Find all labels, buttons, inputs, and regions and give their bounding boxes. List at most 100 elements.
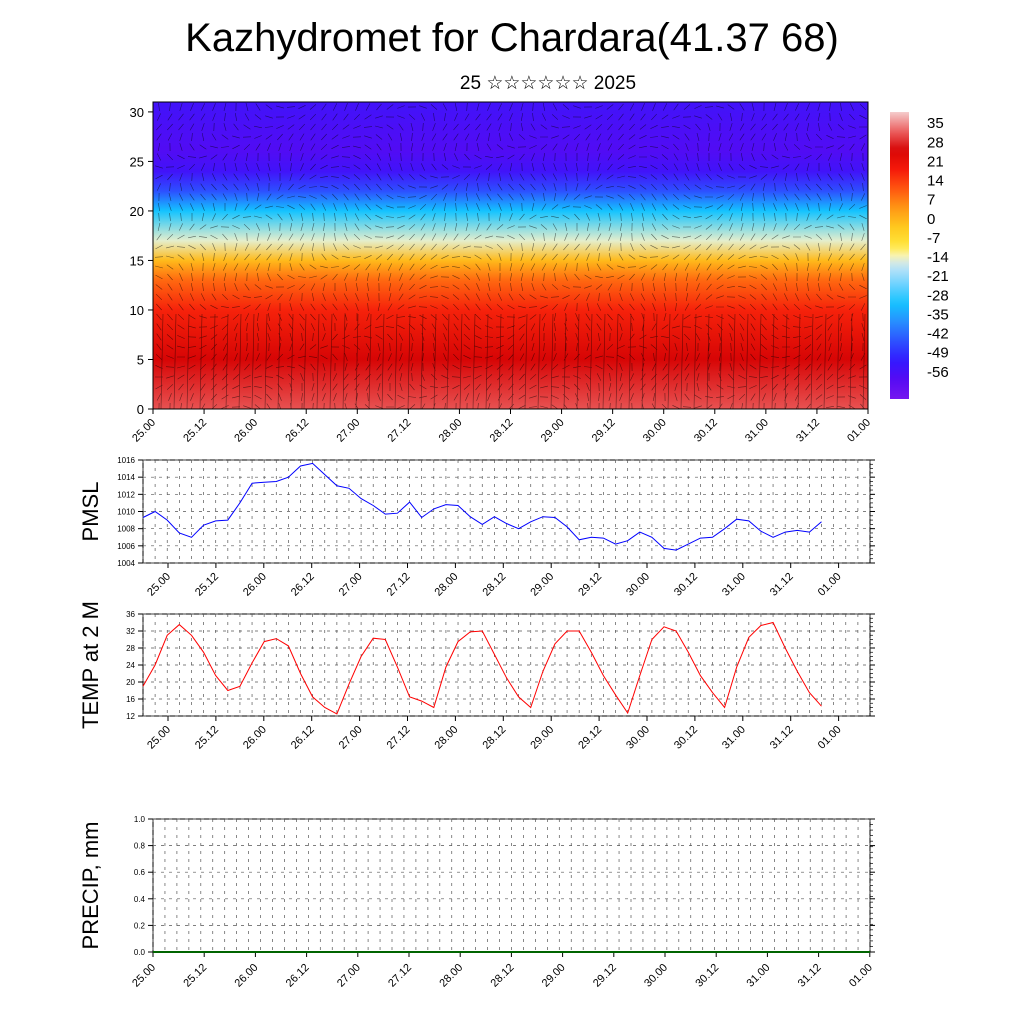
heatmap-y-tick-label: 15	[130, 253, 144, 268]
heatmap-x-tick-label: 26.12	[283, 417, 311, 445]
x-tick-label: 27.00	[335, 962, 363, 990]
x-tick-label: 25.12	[193, 724, 221, 752]
y-axis-label: PMSL	[78, 482, 103, 542]
x-tick-label: 30.00	[624, 724, 652, 752]
colorbar-label: 28	[927, 134, 944, 151]
colorbar-label: -21	[927, 268, 949, 285]
x-tick-label: 27.12	[385, 571, 413, 599]
y-axis-label: TEMP at 2 M	[78, 601, 103, 729]
colorbar-label: 35	[927, 115, 944, 132]
heatmap-panel: 0 5 10 15 20 25 30 25.00 25.12 26.00 26.12 27.00 27.…	[130, 101, 873, 445]
x-tick-label: 29.00	[540, 962, 568, 990]
colorbar: 35 28 21 14 7 0 -7 -14 -21 -28 -35 -42 -49 -56	[890, 112, 949, 399]
heatmap-x-tick-label: 28.12	[488, 417, 516, 445]
y-tick-label: 1008	[117, 525, 135, 534]
x-tick-label: 26.12	[289, 724, 317, 752]
x-tick-label: 31.00	[720, 571, 748, 599]
heatmap-x-tick-label: 27.12	[386, 417, 414, 445]
y-axis-label: PRECIP, mm	[78, 822, 103, 950]
heatmap-x-tick-label: 31.00	[743, 417, 771, 445]
colorbar-label: 0	[927, 211, 935, 228]
heatmap-x-tick-label: 31.12	[794, 417, 822, 445]
heatmap-x-tick-label: 30.12	[692, 417, 720, 445]
y-tick-label: 28	[126, 644, 135, 653]
heatmap-y-tick-label: 20	[130, 204, 144, 219]
heatmap-y-tick-label: 0	[137, 402, 144, 417]
heatmap-y-tick-label: 30	[130, 105, 144, 120]
x-tick-label: 26.00	[241, 571, 269, 599]
precip-panel: 0.0 0.2 0.4 0.6 0.8 1.0 25.00 25.12 26.00 26.12 27…	[78, 815, 875, 990]
x-tick-label: 27.12	[385, 724, 413, 752]
series-line	[142, 462, 822, 551]
x-tick-label: 27.00	[337, 724, 365, 752]
y-tick-label: 0.8	[134, 842, 146, 851]
y-tick-label: 0.2	[134, 921, 146, 930]
x-tick-label: 26.00	[241, 724, 269, 752]
x-tick-label: 01.00	[816, 571, 844, 599]
panel-grid	[142, 459, 871, 564]
heatmap-y-tick-label: 25	[130, 154, 144, 169]
y-tick-label: 1012	[117, 490, 135, 499]
x-tick-label: 25.00	[145, 571, 173, 599]
colorbar-label: -14	[927, 249, 949, 266]
y-tick-label: 24	[126, 661, 135, 670]
x-tick-label: 28.12	[489, 962, 517, 990]
x-tick-label: 31.12	[796, 962, 824, 990]
heatmap-field	[153, 102, 868, 409]
x-tick-label: 27.00	[337, 571, 365, 599]
series-line	[142, 621, 822, 715]
x-tick-label: 25.00	[145, 724, 173, 752]
x-tick-label: 28.12	[480, 571, 508, 599]
heatmap-x-tick-label: 28.00	[437, 417, 465, 445]
x-tick-label: 26.12	[289, 571, 317, 599]
colorbar-label: -56	[927, 364, 949, 381]
wind-vectors	[154, 102, 868, 409]
x-tick-label: 26.12	[284, 962, 312, 990]
y-tick-label: 0.0	[134, 948, 146, 957]
pmsl-panel: 1004 1006 1008 1010 1012 1014 1016 25.00 25.12 26…	[78, 456, 875, 599]
x-tick-label: 28.00	[437, 962, 465, 990]
colorbar-label: -28	[927, 287, 949, 304]
y-tick-label: 1004	[117, 559, 135, 568]
x-tick-label: 27.12	[386, 962, 414, 990]
y-tick-label: 12	[126, 712, 135, 721]
x-tick-label: 30.12	[672, 724, 700, 752]
y-tick-label: 1.0	[134, 815, 146, 824]
heatmap-x-tick-label: 25.12	[181, 417, 209, 445]
x-tick-label: 30.00	[624, 571, 652, 599]
x-tick-label: 29.00	[528, 571, 556, 599]
colorbar-label: -7	[927, 230, 940, 247]
y-tick-label: 1014	[117, 473, 135, 482]
page-title: Kazhydromet for Chardara(41.37 68)	[185, 16, 839, 60]
heatmap-x-tick-label: 25.00	[130, 417, 158, 445]
x-tick-label: 01.00	[816, 724, 844, 752]
x-tick-label: 30.12	[693, 962, 721, 990]
x-tick-label: 28.00	[433, 571, 461, 599]
x-tick-label: 26.00	[233, 962, 261, 990]
x-tick-label: 31.00	[745, 962, 773, 990]
colorbar-swatch	[890, 112, 909, 399]
x-tick-label: 29.12	[576, 724, 604, 752]
y-tick-label: 36	[126, 610, 135, 619]
heatmap-y-tick-label: 10	[130, 303, 144, 318]
colorbar-label: -42	[927, 326, 949, 343]
y-tick-label: 16	[126, 695, 135, 704]
colorbar-label: 14	[927, 173, 944, 190]
colorbar-label: -49	[927, 345, 949, 362]
x-tick-label: 25.12	[193, 571, 221, 599]
x-tick-label: 28.00	[433, 724, 461, 752]
page-subtitle: 25 ☆☆☆☆☆☆ 2025	[459, 73, 637, 94]
wind-vector-paths	[154, 102, 868, 409]
colorbar-label: 21	[927, 153, 944, 170]
heatmap-x-tick-label: 29.00	[539, 417, 567, 445]
heatmap-x-tick-label: 26.00	[232, 417, 260, 445]
x-tick-label: 29.12	[591, 962, 619, 990]
heatmap-y-tick-label: 5	[137, 352, 144, 367]
heatmap-x-tick-label: 01.00	[845, 417, 873, 445]
heatmap-x-tick-label: 30.00	[641, 417, 669, 445]
x-tick-label: 30.12	[672, 571, 700, 599]
x-tick-label: 25.00	[130, 962, 158, 990]
x-tick-label: 31.00	[720, 724, 748, 752]
heatmap-x-tick-label: 29.12	[590, 417, 618, 445]
